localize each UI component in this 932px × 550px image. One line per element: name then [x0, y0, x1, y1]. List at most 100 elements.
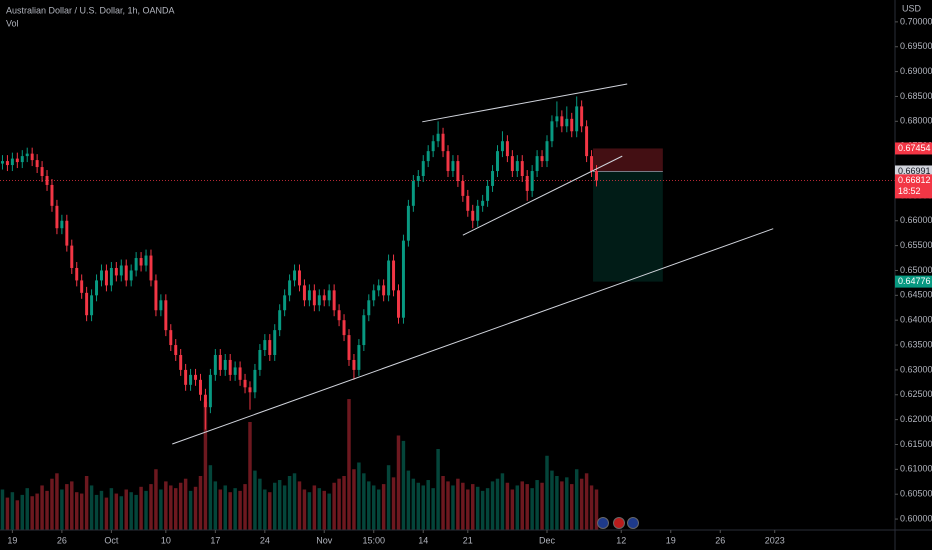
- volume-bar: [372, 485, 376, 530]
- candle-body: [238, 367, 242, 380]
- volume-bar: [307, 492, 312, 530]
- x-tick-label: 26: [715, 535, 725, 545]
- volume-bar: [594, 489, 599, 530]
- flag-icon[interactable]: [613, 517, 625, 529]
- volume-bar: [228, 492, 232, 530]
- candle-body: [565, 118, 569, 127]
- candle-body: [491, 171, 495, 186]
- volume-bar: [540, 482, 544, 530]
- volume-bar: [421, 485, 425, 530]
- volume-bar: [525, 484, 529, 530]
- candle-body: [278, 310, 282, 331]
- candle-body: [109, 267, 113, 286]
- y-tick-label: 0.60000: [900, 513, 932, 523]
- flag-icon[interactable]: [597, 517, 609, 529]
- volume-bar: [570, 484, 574, 530]
- candle-body: [510, 156, 514, 172]
- volume-bar: [198, 476, 203, 530]
- candle-body: [555, 116, 559, 122]
- trend-line: [462, 155, 623, 236]
- candle-body: [65, 220, 69, 246]
- volume-bar: [367, 481, 371, 530]
- volume-bar: [535, 480, 539, 530]
- volume-bar: [183, 478, 188, 530]
- candle-body: [451, 161, 455, 172]
- y-tick-label: 0.66000: [900, 215, 932, 225]
- volume-bar: [65, 484, 69, 530]
- candle-body: [441, 133, 445, 152]
- candle-body: [55, 205, 59, 229]
- candle-body: [585, 126, 589, 157]
- volume-bar: [500, 473, 505, 530]
- volume-bar: [238, 490, 242, 530]
- volume-bar: [114, 493, 119, 530]
- candle-body: [194, 374, 198, 380]
- candle-body: [317, 295, 321, 306]
- candle-body: [273, 330, 277, 355]
- candle-body: [322, 295, 326, 301]
- volume-bar: [302, 489, 307, 530]
- volume-bar: [510, 489, 515, 530]
- candle-body: [134, 258, 138, 271]
- volume-bar: [466, 489, 470, 530]
- volume-bar: [213, 481, 218, 530]
- candle-body: [545, 141, 549, 162]
- candle-body: [332, 290, 336, 311]
- candle-body: [406, 205, 410, 241]
- candle-body: [30, 153, 34, 161]
- candle-body: [357, 345, 361, 370]
- volume-bar: [203, 401, 208, 530]
- candle-body: [248, 387, 252, 393]
- volume-bar: [253, 470, 257, 530]
- candle-body: [372, 290, 376, 301]
- y-tick-label: 0.65500: [900, 240, 932, 250]
- volume-bar: [154, 469, 158, 530]
- y-tick-label: 0.69000: [900, 66, 932, 76]
- candle-body: [575, 106, 579, 132]
- volume-bar: [451, 485, 455, 530]
- volume-bar: [475, 486, 480, 530]
- candle-body: [228, 359, 232, 375]
- volume-bar: [545, 455, 549, 530]
- flag-icon[interactable]: [627, 517, 639, 529]
- volume-bar: [480, 490, 485, 530]
- y-tick-label: 0.70000: [900, 16, 932, 26]
- volume-bar: [79, 493, 84, 530]
- volume-bar: [436, 449, 440, 530]
- candle-body: [184, 369, 188, 385]
- candle-body: [243, 379, 247, 388]
- candle-body: [392, 260, 396, 291]
- candle-body: [461, 180, 465, 196]
- chart-title: Australian Dollar / U.S. Dollar, 1h, OAN…: [6, 5, 175, 15]
- volume-bar: [520, 481, 524, 530]
- volume-bar: [347, 399, 351, 530]
- volume-bar: [273, 482, 277, 530]
- x-tick-label: 12: [616, 535, 626, 545]
- candle-body: [104, 270, 108, 286]
- volume-bar: [258, 478, 262, 530]
- target-tag: 0.64776: [898, 276, 931, 286]
- volume-bar: [401, 440, 406, 530]
- volume-bar: [193, 486, 198, 530]
- candle-body: [263, 340, 267, 351]
- candle-body: [268, 340, 272, 355]
- volume-bar: [99, 490, 104, 530]
- volume-bar: [188, 490, 193, 530]
- candle-body: [520, 161, 524, 177]
- candle-body: [60, 220, 64, 229]
- volume-bar: [70, 481, 74, 530]
- x-tick-label: 14: [418, 535, 428, 545]
- y-axis-label: USD: [902, 3, 922, 13]
- target-zone: [593, 171, 663, 282]
- candle-body: [129, 270, 133, 281]
- volume-bar: [579, 478, 584, 530]
- volume-bar: [30, 496, 34, 530]
- candle-body: [174, 345, 178, 355]
- candle-body: [293, 270, 297, 281]
- volume-bar: [589, 485, 594, 530]
- candle-body: [119, 265, 123, 276]
- candle-body: [144, 255, 148, 266]
- volume-bar: [485, 488, 490, 530]
- volume-bar: [342, 476, 346, 530]
